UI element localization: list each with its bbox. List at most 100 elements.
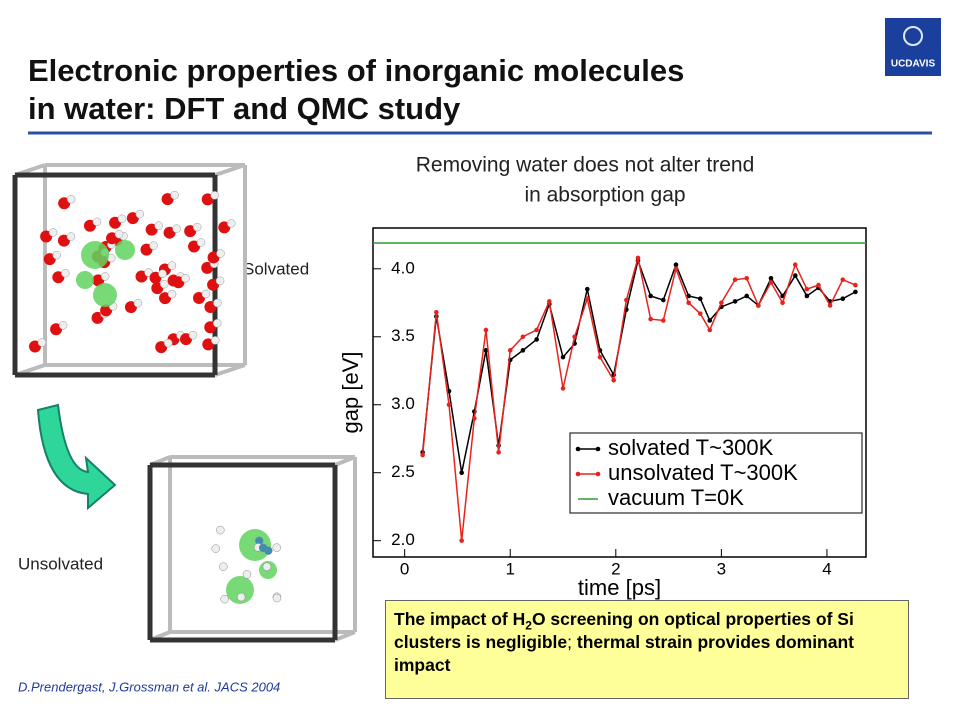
hydrogen [66, 194, 76, 204]
x-tick-label: 0 [400, 559, 409, 578]
hydrogen [163, 338, 173, 348]
molecule-solvated [12, 163, 247, 378]
data-point [585, 286, 590, 292]
data-point [534, 327, 539, 333]
data-point [673, 262, 679, 268]
data-point [707, 318, 713, 323]
data-point [732, 277, 738, 282]
logo-emblem [903, 26, 923, 46]
atom [272, 593, 282, 603]
hydrogen [92, 217, 102, 227]
data-point [446, 402, 452, 408]
hydrogen [133, 298, 143, 308]
y-axis-label: gap [eV] [338, 352, 363, 434]
data-point [434, 309, 439, 315]
data-point [585, 296, 590, 301]
conclusion-text: thermal strain provides dominant impact [394, 632, 854, 675]
legend-dot [575, 446, 581, 452]
legend-box [569, 432, 863, 514]
orbital [81, 241, 109, 269]
label-solvated: Solvated [243, 259, 309, 278]
data-point [520, 334, 526, 340]
legend-label: solvated T~300K [608, 435, 774, 460]
data-point [560, 386, 566, 391]
data-point [840, 296, 846, 301]
hydrogen [48, 228, 58, 237]
hydrogen [52, 250, 62, 260]
orbital [76, 271, 94, 289]
hydrogen [181, 274, 190, 283]
hydrogen [210, 191, 219, 200]
slide-title: Electronic properties of inorganic molec… [28, 53, 684, 88]
data-point [611, 377, 616, 383]
y-tick-label: 3.5 [391, 326, 415, 345]
orbital [226, 576, 254, 604]
data-point [597, 354, 603, 360]
data-point [572, 334, 577, 340]
data-point [744, 276, 750, 281]
hydrogen [192, 222, 202, 232]
data-point [472, 416, 477, 421]
chart-title: Removing water does not alter trend [416, 154, 755, 177]
data-point [756, 303, 761, 308]
orbital [93, 283, 117, 307]
cube-edge [214, 163, 246, 177]
hydrogen [167, 261, 177, 270]
y-tick-label: 3.0 [391, 394, 415, 413]
x-tick-label: 3 [717, 559, 726, 578]
series-line [421, 257, 856, 541]
legend-label: vacuum T=0K [608, 485, 744, 510]
data-point [768, 276, 774, 281]
data-point [648, 316, 653, 322]
data-point [686, 293, 691, 299]
atom [236, 592, 246, 602]
atom [258, 543, 268, 553]
data-point [697, 296, 703, 301]
data-point [816, 282, 821, 288]
molecule-unsolvated [147, 455, 357, 643]
data-point [635, 255, 641, 261]
citation: D.Prendergast, J.Grossman et al. JACS 20… [18, 679, 280, 694]
data-point [804, 286, 810, 292]
hydrogen [216, 249, 225, 258]
hydrogen [213, 298, 222, 308]
slide-title: in water: DFT and QMC study [28, 91, 461, 126]
hydrogen [196, 238, 206, 247]
data-point [792, 273, 798, 278]
data-point [560, 354, 566, 360]
y-tick-label: 2.0 [391, 530, 415, 549]
conclusion-text: O screening on optical properties of Si … [394, 609, 854, 652]
orbital [115, 240, 135, 260]
hydrogen [117, 214, 127, 224]
atom [219, 562, 228, 571]
hydrogen [160, 279, 169, 289]
cube-edge [334, 455, 356, 467]
conclusion-box: The impact of H2O screening on optical p… [385, 600, 909, 699]
y-tick-label: 4.0 [391, 258, 415, 277]
y-tick-label: 2.5 [391, 462, 415, 481]
data-point [420, 452, 425, 458]
data-point [853, 282, 858, 288]
hydrogen [227, 219, 236, 228]
legend-dot [575, 471, 581, 477]
conclusion-text: The impact of H [394, 609, 526, 629]
x-tick-label: 1 [506, 559, 515, 578]
atom [216, 525, 225, 535]
data-point [507, 348, 513, 353]
data-point [707, 327, 713, 333]
legend-dot [595, 471, 601, 477]
data-point [624, 297, 629, 303]
hydrogen [114, 229, 124, 239]
data-point [768, 280, 774, 285]
hydrogen [37, 338, 47, 347]
hydrogen [172, 224, 181, 233]
data-point [483, 348, 489, 353]
hydrogen [66, 232, 76, 241]
data-point [827, 303, 833, 308]
hydrogen [215, 276, 225, 286]
data-point [661, 318, 666, 323]
data-point [804, 293, 810, 299]
data-point [534, 337, 539, 342]
hydrogen [158, 269, 167, 279]
